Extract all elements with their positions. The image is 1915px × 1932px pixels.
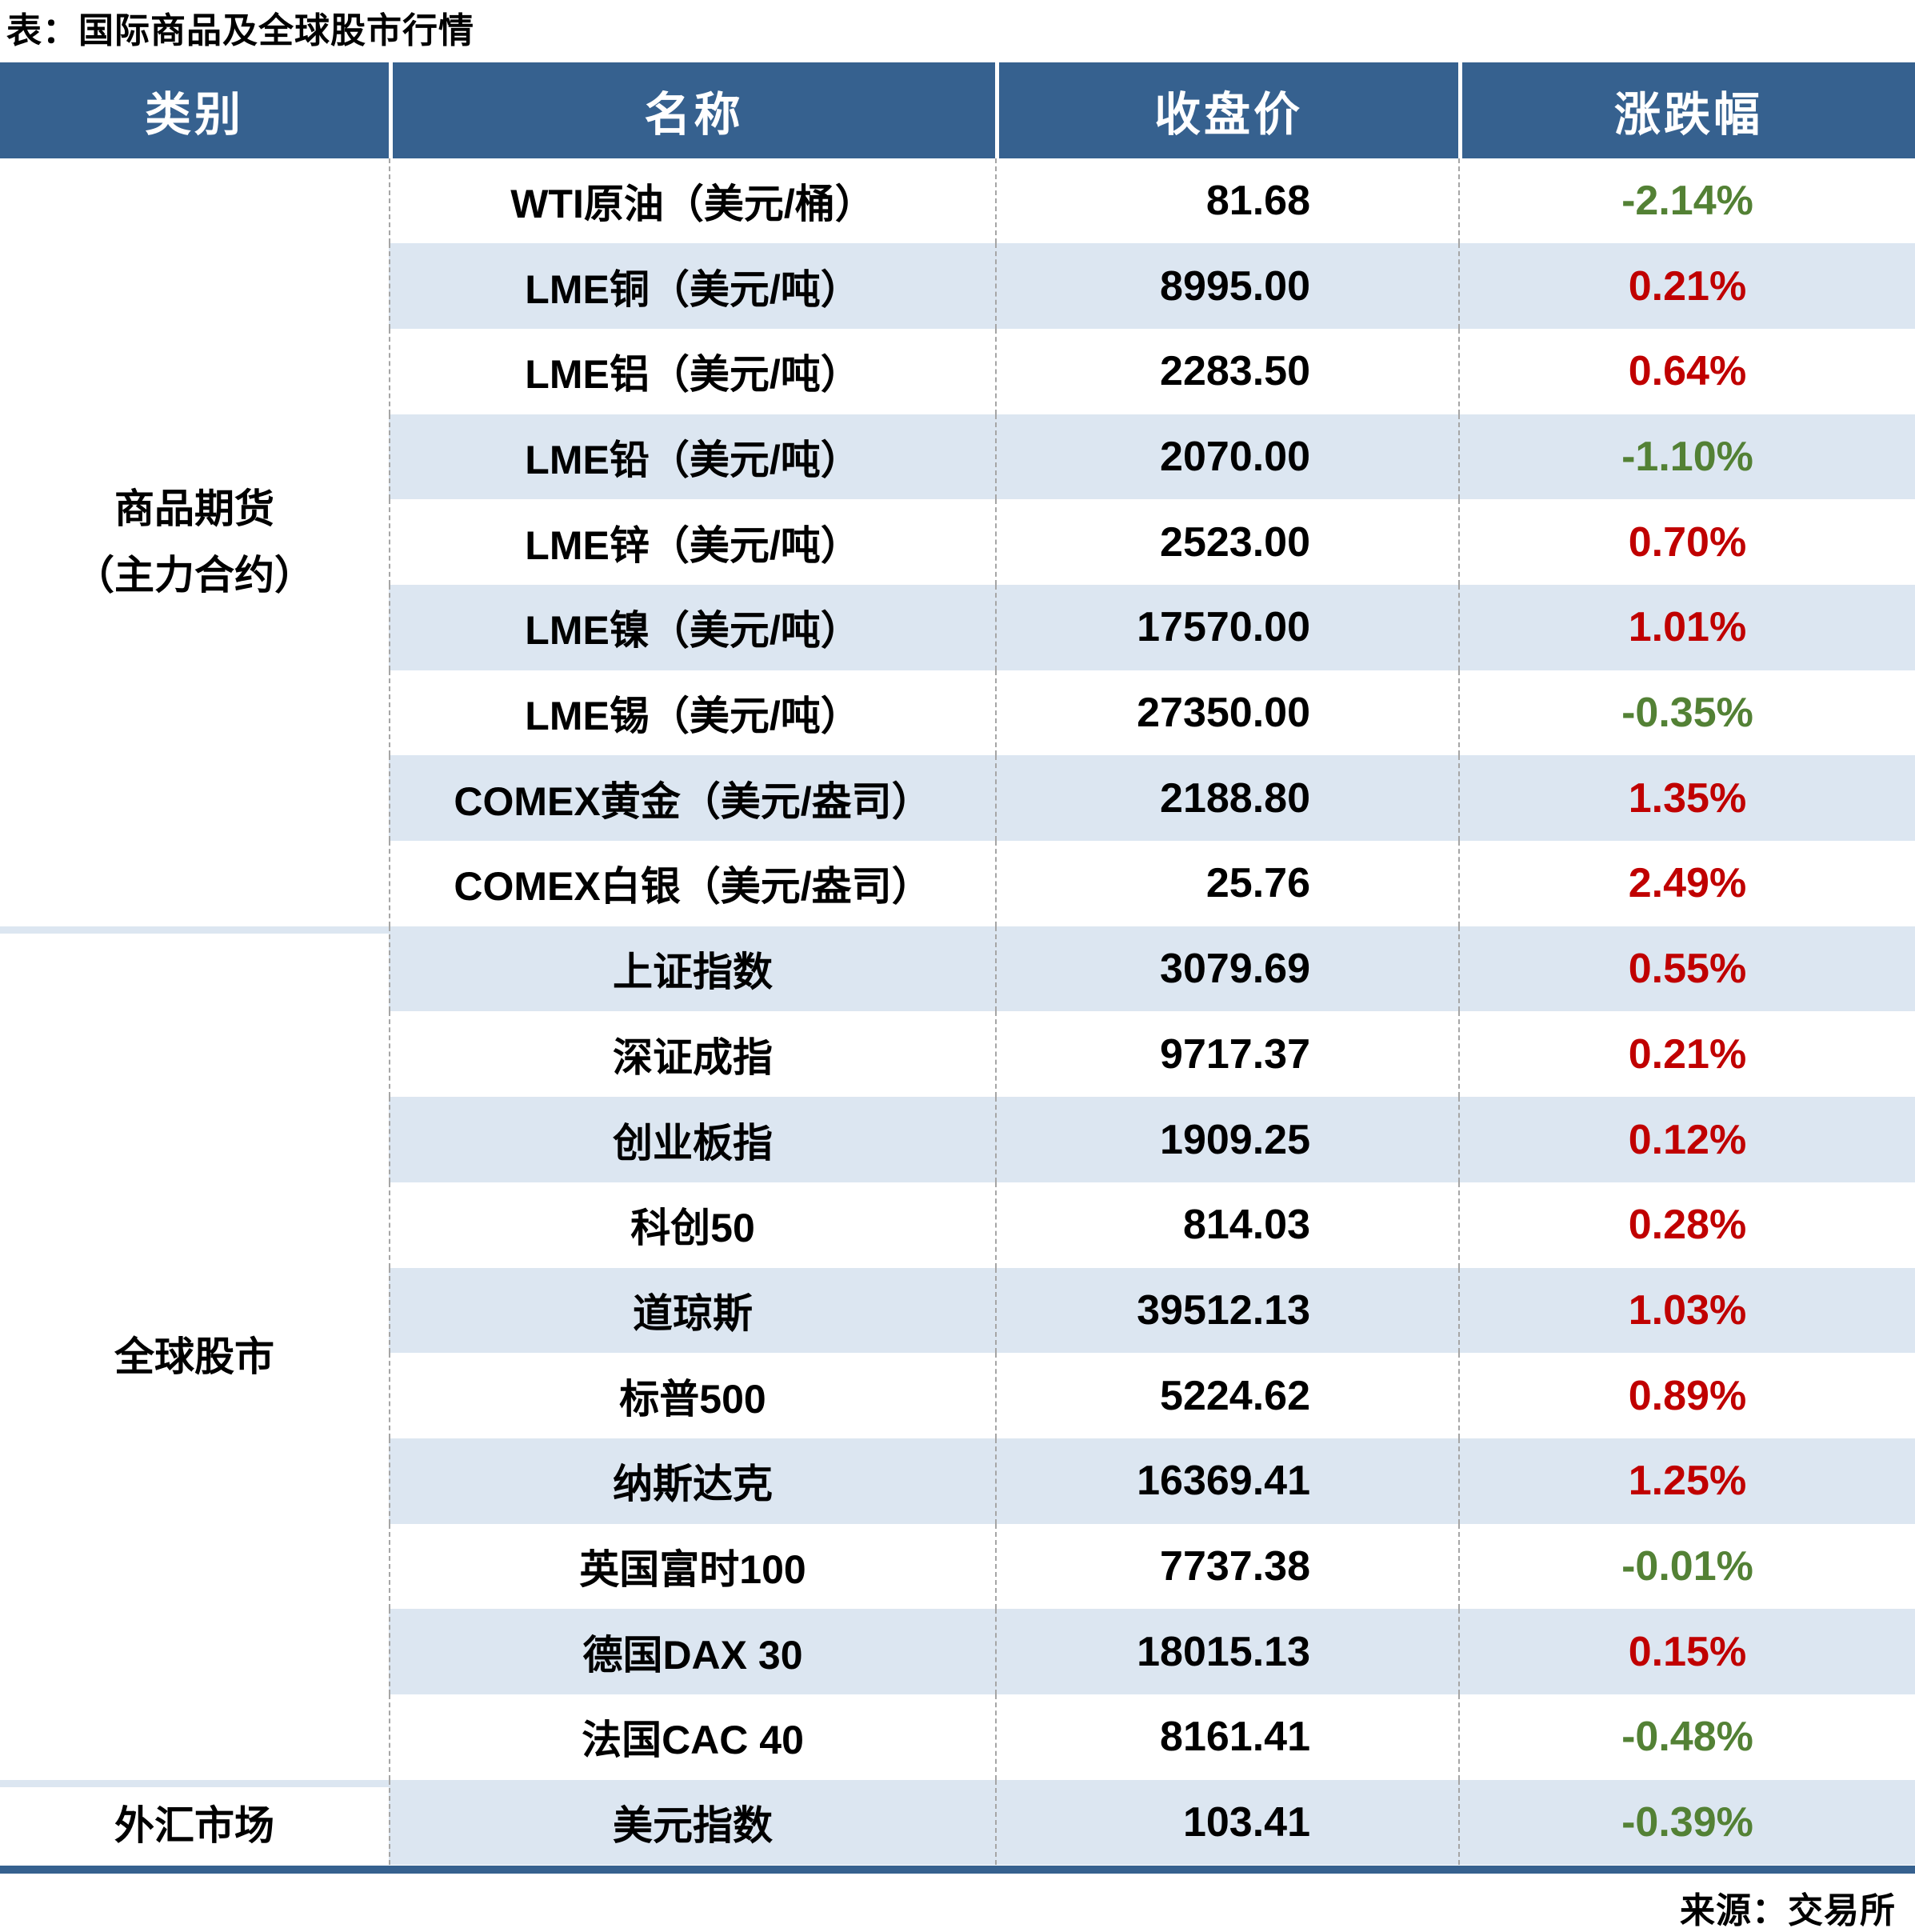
change-cell: 0.70% bbox=[1458, 499, 1915, 586]
close-cell: 9717.37 bbox=[995, 1011, 1458, 1098]
name-cell: LME铝（美元/吨） bbox=[389, 328, 995, 414]
name-cell: 科创50 bbox=[389, 1182, 995, 1268]
name-cell: LME锌（美元/吨） bbox=[389, 499, 995, 586]
name-cell: 美元指数 bbox=[389, 1779, 995, 1866]
close-cell: 8161.41 bbox=[995, 1694, 1458, 1780]
table-row: 德国DAX 30 18015.13 0.15% bbox=[389, 1609, 1915, 1694]
close-cell: 2523.00 bbox=[995, 499, 1458, 586]
name-cell: LME镍（美元/吨） bbox=[389, 585, 995, 670]
name-cell: LME铅（美元/吨） bbox=[389, 414, 995, 500]
close-cell: 16369.41 bbox=[995, 1438, 1458, 1524]
name-cell: 德国DAX 30 bbox=[389, 1609, 995, 1694]
table-row: 法国CAC 40 8161.41 -0.48% bbox=[389, 1694, 1915, 1780]
change-cell: 1.25% bbox=[1458, 1438, 1915, 1524]
name-cell: 创业板指 bbox=[389, 1097, 995, 1182]
table-row: 标普500 5224.62 0.89% bbox=[389, 1353, 1915, 1438]
close-cell: 7737.38 bbox=[995, 1523, 1458, 1610]
table-bottom-border bbox=[0, 1865, 1915, 1874]
close-cell: 1909.25 bbox=[995, 1097, 1458, 1182]
change-cell: 0.55% bbox=[1458, 926, 1915, 1012]
close-cell: 25.76 bbox=[995, 841, 1458, 926]
category-cell: 外汇市场 bbox=[0, 1779, 389, 1866]
close-cell: 103.41 bbox=[995, 1779, 1458, 1866]
table-row: WTI原油（美元/桶） 81.68 -2.14% bbox=[389, 158, 1915, 244]
name-cell: LME锡（美元/吨） bbox=[389, 670, 995, 756]
table-row: LME铝（美元/吨） 2283.50 0.64% bbox=[389, 328, 1915, 414]
name-cell: COMEX黄金（美元/盎司） bbox=[389, 755, 995, 842]
close-cell: 8995.00 bbox=[995, 243, 1458, 329]
change-cell: -0.48% bbox=[1458, 1694, 1915, 1780]
header-name: 名称 bbox=[389, 62, 995, 158]
header-change: 涨跌幅 bbox=[1458, 62, 1915, 158]
table-title: 表：国际商品及全球股市行情 bbox=[6, 11, 474, 50]
close-cell: 81.68 bbox=[995, 158, 1458, 244]
change-cell: -1.10% bbox=[1458, 414, 1915, 500]
rows-column: WTI原油（美元/桶） 81.68 -2.14% LME铜（美元/吨） 8995.00 0… bbox=[389, 158, 1915, 1866]
table-row: LME锌（美元/吨） 2523.00 0.70% bbox=[389, 499, 1915, 586]
name-cell: 标普500 bbox=[389, 1353, 995, 1438]
change-cell: -0.39% bbox=[1458, 1779, 1915, 1866]
close-cell: 2283.50 bbox=[995, 328, 1458, 414]
name-cell: COMEX白银（美元/盎司） bbox=[389, 841, 995, 926]
header-category: 类别 bbox=[144, 88, 244, 141]
table-row: 科创50 814.03 0.28% bbox=[389, 1182, 1915, 1268]
close-cell: 17570.00 bbox=[995, 585, 1458, 670]
close-cell: 39512.13 bbox=[995, 1267, 1458, 1354]
close-cell: 18015.13 bbox=[995, 1609, 1458, 1694]
table-row: LME铜（美元/吨） 8995.00 0.21% bbox=[389, 243, 1915, 329]
table-row: COMEX黄金（美元/盎司） 2188.80 1.35% bbox=[389, 755, 1915, 842]
category-column: 商品期货 （主力合约） 全球股市 外汇市场 bbox=[0, 158, 389, 1866]
change-cell: 0.21% bbox=[1458, 243, 1915, 329]
change-cell: -0.35% bbox=[1458, 670, 1915, 756]
category-cell: 全球股市 bbox=[0, 926, 389, 1780]
name-cell: WTI原油（美元/桶） bbox=[389, 158, 995, 244]
name-cell: 上证指数 bbox=[389, 926, 995, 1012]
source-note: 来源：交易所 bbox=[1680, 1890, 1896, 1930]
change-cell: 0.12% bbox=[1458, 1097, 1915, 1182]
close-cell: 2188.80 bbox=[995, 755, 1458, 842]
close-cell: 814.03 bbox=[995, 1182, 1458, 1268]
change-cell: 1.35% bbox=[1458, 755, 1915, 842]
table-row: LME铅（美元/吨） 2070.00 -1.10% bbox=[389, 414, 1915, 500]
change-cell: 1.03% bbox=[1458, 1267, 1915, 1354]
name-cell: 深证成指 bbox=[389, 1011, 995, 1098]
table-row: 上证指数 3079.69 0.55% bbox=[389, 926, 1915, 1012]
category-cell: 商品期货 （主力合约） bbox=[0, 158, 389, 926]
quotes-table: 类别 名称 收盘价 涨跌幅 商品期货 （主力合约） 全球股市 外汇市场 WTI原油（美元/… bbox=[0, 62, 1915, 1874]
name-cell: 纳斯达克 bbox=[389, 1438, 995, 1524]
change-cell: 1.01% bbox=[1458, 585, 1915, 670]
close-cell: 5224.62 bbox=[995, 1353, 1458, 1438]
table-row: LME锡（美元/吨） 27350.00 -0.35% bbox=[389, 670, 1915, 756]
table-row: COMEX白银（美元/盎司） 25.76 2.49% bbox=[389, 841, 1915, 926]
table-row: 纳斯达克 16369.41 1.25% bbox=[389, 1438, 1915, 1524]
change-cell: 0.28% bbox=[1458, 1182, 1915, 1268]
table-row: 深证成指 9717.37 0.21% bbox=[389, 1011, 1915, 1098]
name-cell: 英国富时100 bbox=[389, 1523, 995, 1610]
table-row: 创业板指 1909.25 0.12% bbox=[389, 1097, 1915, 1182]
change-cell: 0.15% bbox=[1458, 1609, 1915, 1694]
table-row: LME镍（美元/吨） 17570.00 1.01% bbox=[389, 585, 1915, 670]
change-cell: 2.49% bbox=[1458, 841, 1915, 926]
change-cell: -0.01% bbox=[1458, 1523, 1915, 1610]
header-close: 收盘价 bbox=[995, 62, 1458, 158]
change-cell: 0.21% bbox=[1458, 1011, 1915, 1098]
close-cell: 2070.00 bbox=[995, 414, 1458, 500]
table-row: 美元指数 103.41 -0.39% bbox=[389, 1779, 1915, 1866]
table-row: 英国富时100 7737.38 -0.01% bbox=[389, 1523, 1915, 1610]
change-cell: 0.89% bbox=[1458, 1353, 1915, 1438]
name-cell: 法国CAC 40 bbox=[389, 1694, 995, 1780]
name-cell: 道琼斯 bbox=[389, 1267, 995, 1354]
header-row: 类别 名称 收盘价 涨跌幅 bbox=[0, 62, 1915, 158]
close-cell: 27350.00 bbox=[995, 670, 1458, 756]
table-row: 道琼斯 39512.13 1.03% bbox=[389, 1267, 1915, 1354]
change-cell: 0.64% bbox=[1458, 328, 1915, 414]
table-body: 商品期货 （主力合约） 全球股市 外汇市场 WTI原油（美元/桶） 81.68 -2.1… bbox=[0, 158, 1915, 1866]
name-cell: LME铜（美元/吨） bbox=[389, 243, 995, 329]
close-cell: 3079.69 bbox=[995, 926, 1458, 1012]
change-cell: -2.14% bbox=[1458, 158, 1915, 244]
